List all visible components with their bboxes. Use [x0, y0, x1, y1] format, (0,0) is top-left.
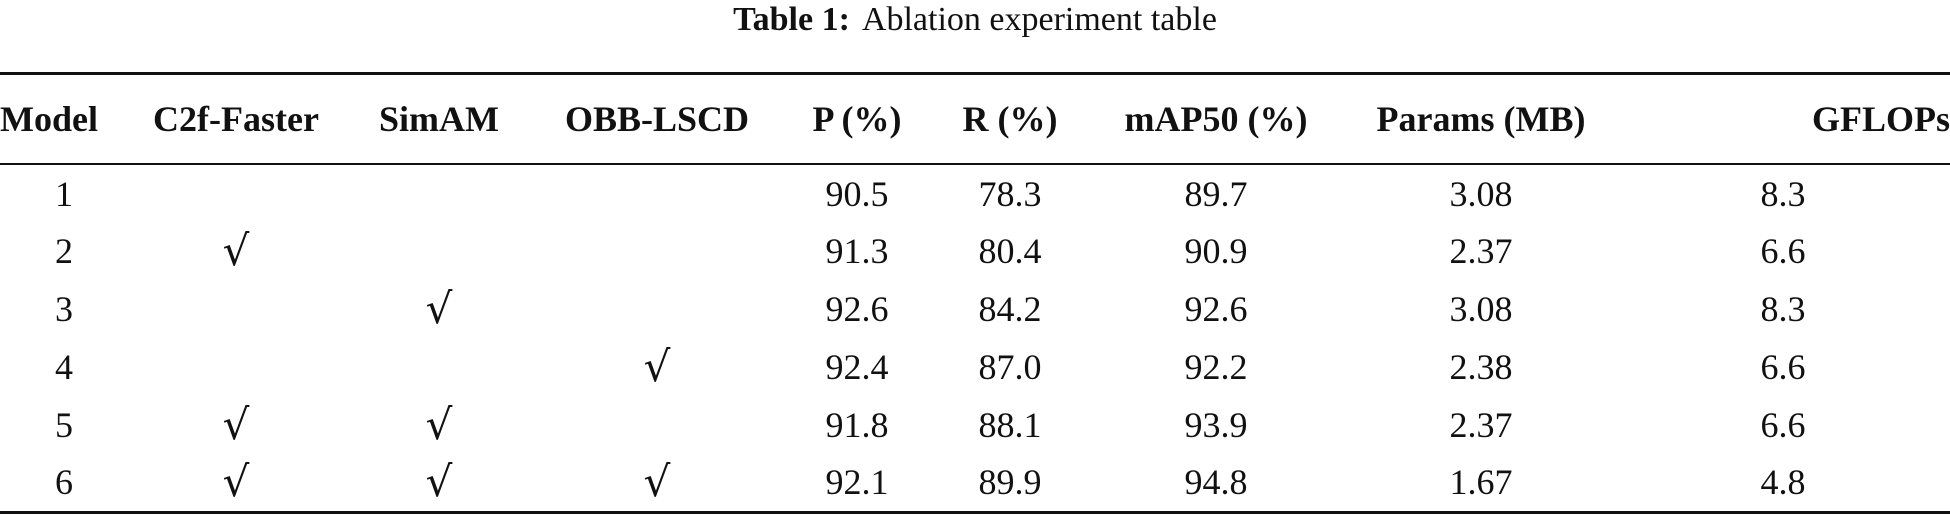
ablation-table: Model C2f-Faster SimAM OBB-LSCD P (%) R … [0, 72, 1950, 514]
cell-obb-lscd [534, 164, 780, 222]
cell-gflops: 6.6 [1760, 231, 1806, 271]
cell-c2f-faster: √ [222, 457, 250, 507]
cell-recall: 84.2 [978, 289, 1042, 329]
cell-map50: 89.7 [1184, 173, 1248, 214]
cell-gflops: 4.8 [1760, 462, 1806, 503]
cell-map50: 93.9 [1184, 405, 1248, 445]
cell-params: 3.08 [1449, 289, 1513, 329]
cell-recall: 87.0 [978, 347, 1042, 387]
cell-params: 2.37 [1449, 405, 1513, 445]
caption-label: Table 1 [733, 1, 839, 38]
cell-params: 2.38 [1449, 347, 1513, 387]
cell-c2f-faster: √ [222, 226, 250, 275]
cell-simam [344, 338, 534, 396]
column-header-precision: P (%) [812, 99, 902, 139]
table-row: 3 √ 92.6 84.2 92.6 3.08 8.3 [0, 280, 1950, 338]
cell-model: 1 [55, 173, 73, 214]
cell-obb-lscd [534, 222, 780, 280]
cell-map50: 94.8 [1184, 462, 1248, 503]
cell-obb-lscd [534, 396, 780, 454]
cell-precision: 92.1 [825, 462, 889, 503]
cell-simam [344, 222, 534, 280]
table-row: 6 √ √ √ 92.1 89.9 94.8 1.67 4.8 [0, 454, 1950, 512]
cell-precision: 92.6 [825, 289, 889, 329]
cell-params: 1.67 [1449, 462, 1513, 503]
table-body: 1 90.5 78.3 89.7 3.08 8.3 2 √ 91.3 80.4 … [0, 164, 1950, 512]
cell-model: 5 [55, 405, 73, 445]
cell-c2f-faster: √ [222, 400, 250, 449]
column-header-gflops: GFLOPs [1811, 99, 1950, 139]
cell-obb-lscd: √ [643, 342, 671, 391]
cell-model: 3 [55, 289, 73, 329]
cell-obb-lscd: √ [643, 457, 671, 507]
cell-c2f-faster [128, 280, 344, 338]
table-row: 4 √ 92.4 87.0 92.2 2.38 6.6 [0, 338, 1950, 396]
cell-simam: √ [425, 457, 453, 507]
header-row: Model C2f-Faster SimAM OBB-LSCD P (%) R … [0, 73, 1950, 164]
column-header-model: Model [0, 99, 98, 139]
table-caption: Table 1: Ablation experiment table [0, 0, 1950, 40]
column-header-c2f-faster: C2f-Faster [153, 99, 319, 139]
cell-c2f-faster [128, 338, 344, 396]
cell-gflops: 6.6 [1760, 405, 1806, 445]
table-row: 1 90.5 78.3 89.7 3.08 8.3 [0, 164, 1950, 222]
column-header-obb-lscd: OBB-LSCD [564, 99, 750, 139]
cell-c2f-faster [128, 164, 344, 222]
table-header: Model C2f-Faster SimAM OBB-LSCD P (%) R … [0, 73, 1950, 164]
cell-gflops: 8.3 [1760, 173, 1806, 214]
cell-model: 4 [55, 347, 73, 387]
cell-obb-lscd [534, 280, 780, 338]
cell-gflops: 6.6 [1760, 347, 1806, 387]
column-header-params: Params (MB) [1376, 99, 1586, 139]
table-row: 2 √ 91.3 80.4 90.9 2.37 6.6 [0, 222, 1950, 280]
cell-map50: 92.2 [1184, 347, 1248, 387]
cell-simam [344, 164, 534, 222]
column-header-simam: SimAM [379, 99, 499, 139]
cell-precision: 91.3 [825, 231, 889, 271]
column-header-recall: R (%) [962, 99, 1058, 139]
cell-precision: 92.4 [825, 347, 889, 387]
cell-recall: 78.3 [978, 173, 1042, 214]
cell-gflops: 8.3 [1760, 289, 1806, 329]
cell-params: 2.37 [1449, 231, 1513, 271]
cell-recall: 80.4 [978, 231, 1042, 271]
cell-precision: 90.5 [825, 173, 889, 214]
caption-text: Ablation experiment table [861, 1, 1217, 38]
cell-simam: √ [425, 400, 453, 449]
cell-model: 2 [55, 231, 73, 271]
table-row: 5 √ √ 91.8 88.1 93.9 2.37 6.6 [0, 396, 1950, 454]
column-header-map50: mAP50 (%) [1124, 99, 1308, 139]
caption-separator: : [838, 1, 850, 38]
cell-map50: 92.6 [1184, 289, 1248, 329]
cell-model: 6 [55, 462, 73, 503]
cell-recall: 89.9 [978, 462, 1042, 503]
cell-params: 3.08 [1449, 173, 1513, 214]
cell-precision: 91.8 [825, 405, 889, 445]
cell-map50: 90.9 [1184, 231, 1248, 271]
cell-simam: √ [425, 284, 453, 333]
cell-recall: 88.1 [978, 405, 1042, 445]
